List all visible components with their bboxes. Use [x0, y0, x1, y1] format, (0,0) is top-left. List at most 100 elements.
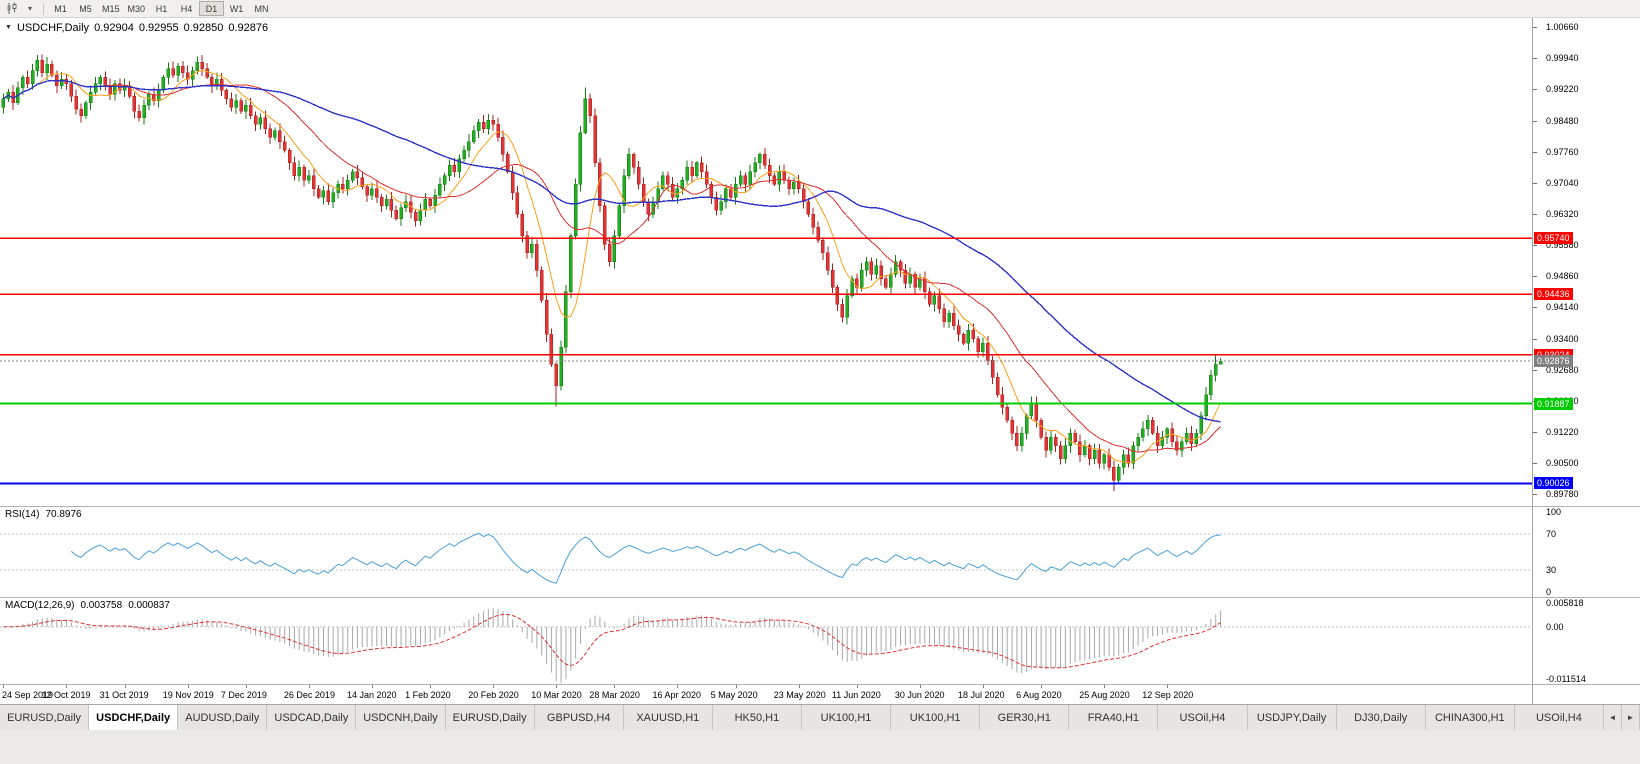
chart-symbol-period: USDCHF,Daily — [16, 22, 90, 34]
time-tick-mark — [493, 685, 495, 688]
time-axis[interactable]: 24 Sep 2019 12 Oct 2019 31 Oct 2019 19 Nov … — [0, 685, 1532, 704]
price-axis-label: 0.99220 — [1546, 84, 1579, 95]
macd-name: MACD(12,26,9) — [5, 600, 75, 611]
time-tick-mark — [677, 685, 679, 688]
time-tick-mark — [614, 685, 616, 688]
chart-dropdown-arrow-icon[interactable]: ▾ — [27, 4, 32, 13]
chart-tab-UK100-H1[interactable]: UK100,H1 — [801, 705, 892, 730]
panel-separator[interactable] — [0, 597, 1640, 598]
timeframe-button-MN[interactable]: MN — [254, 4, 269, 14]
macd-panel[interactable]: MACD(12,26,9) 0.003758 0.000837 — [0, 598, 1532, 684]
period-toolbar: ▾ M1 M5 M15 M30 H1 H4 D1 W1 MN — [0, 0, 1640, 18]
macd-axis-label: -0.011514 — [1546, 674, 1586, 684]
time-axis-label: 6 Aug 2020 — [1016, 690, 1062, 700]
price-axis-label: 0.98480 — [1546, 115, 1579, 126]
timeframe-button-H4[interactable]: H4 — [180, 4, 193, 14]
chart-region: ▼ USDCHF,Daily 0.92904 0.92955 0.92850 0… — [0, 18, 1640, 704]
chart-tab-USDCHF-Daily[interactable]: USDCHF,Daily — [89, 705, 179, 730]
status-footer — [0, 730, 1640, 764]
chart-tab-GER30-H1[interactable]: GER30,H1 — [980, 705, 1070, 730]
price-level-badge: 0.94436 — [1534, 288, 1573, 301]
macd-canvas[interactable] — [0, 598, 1532, 684]
time-axis-label: 12 Oct 2019 — [41, 690, 91, 700]
chart-tab-EURUSD-Daily[interactable]: EURUSD,Daily — [445, 705, 535, 730]
price-axis-label: 1.00660 — [1546, 22, 1579, 33]
chart-tab-AUDUSD-Daily[interactable]: AUDUSD,Daily — [178, 705, 268, 730]
price-level-badge: 0.90026 — [1534, 477, 1573, 490]
time-tick-mark — [124, 685, 126, 688]
timeframe-button-H1[interactable]: H1 — [155, 4, 168, 14]
chart-tab-USOil-H4[interactable]: USOil,H4 — [1158, 705, 1248, 730]
chart-tab-USDCNH-Daily[interactable]: USDCNH,Daily — [356, 705, 446, 730]
axis-tick-mark — [1533, 493, 1537, 495]
macd-main-value: 0.003758 — [80, 600, 123, 611]
time-tick-mark — [371, 685, 373, 688]
time-axis-label: 30 Jun 2020 — [894, 690, 945, 700]
timeframe-button-M1[interactable]: M1 — [54, 4, 67, 14]
chart-tab-GBPUSD-H4[interactable]: GBPUSD,H4 — [534, 705, 624, 730]
rsi-axis-label: 0 — [1546, 587, 1552, 597]
ohlc-close: 0.92876 — [228, 22, 269, 34]
chart-tab-DJ30-Daily[interactable]: DJ30,Daily — [1336, 705, 1426, 730]
timeframe-button-D1[interactable]: D1 — [199, 1, 225, 16]
candlestick-chart-glyph — [7, 2, 17, 14]
chart-tab-CHINA300-H1[interactable]: CHINA300,H1 — [1425, 705, 1515, 730]
chart-tab-HK50-H1[interactable]: HK50,H1 — [712, 705, 802, 730]
price-axis-label: 0.94860 — [1546, 271, 1579, 282]
ohlc-low: 0.92850 — [183, 22, 224, 34]
price-chart-canvas[interactable] — [0, 18, 1532, 506]
current-price-badge: 0.92876 — [1534, 355, 1573, 368]
timeframe-buttons: M1 M5 M15 M30 H1 H4 D1 W1 MN — [48, 1, 274, 16]
time-tick-mark — [1041, 685, 1043, 688]
chart-tab-FRA40-H1[interactable]: FRA40,H1 — [1069, 705, 1159, 730]
time-tick-mark — [187, 685, 189, 688]
tab-scroll-right-button[interactable]: ► — [1622, 705, 1640, 730]
time-tick-mark — [735, 685, 737, 688]
ohlc-high: 0.92955 — [138, 22, 179, 34]
chart-collapse-icon[interactable]: ▼ — [5, 24, 12, 31]
timeframe-button-M30[interactable]: M30 — [127, 4, 146, 14]
time-tick-mark — [982, 685, 984, 688]
axis-tick-mark — [1533, 120, 1537, 122]
price-scale-column[interactable]: 1.00660 0.99940 0.99220 0.98480 0.97760 0.970… — [1532, 18, 1640, 704]
time-axis-label: 16 Apr 2020 — [652, 690, 701, 700]
time-axis-label: 23 May 2020 — [773, 690, 826, 700]
price-panel[interactable]: ▼ USDCHF,Daily 0.92904 0.92955 0.92850 0… — [0, 18, 1532, 506]
panel-separator[interactable] — [0, 506, 1640, 507]
chart-tab-USDCAD-Daily[interactable]: USDCAD,Daily — [267, 705, 357, 730]
rsi-axis-label: 30 — [1546, 565, 1557, 575]
ma-fast-line — [3, 69, 1222, 464]
panel-separator[interactable] — [0, 684, 1640, 685]
time-tick-mark — [919, 685, 921, 688]
time-axis-label: 24 Sep 2019 — [2, 690, 54, 700]
macd-signal-line — [3, 613, 1221, 669]
time-tick-mark — [308, 685, 310, 688]
rsi-axis-label: 70 — [1546, 529, 1557, 539]
chart-tab-USOil-H4[interactable]: USOil,H4 — [1514, 705, 1604, 730]
axis-tick-mark — [1533, 245, 1537, 247]
chart-title-overlay: ▼ USDCHF,Daily 0.92904 0.92955 0.92850 0… — [5, 22, 268, 34]
rsi-canvas[interactable] — [0, 507, 1532, 597]
tab-scroll-left-button[interactable]: ◄ — [1604, 705, 1622, 730]
axis-tick-mark — [1533, 182, 1537, 184]
candlestick-chart-icon[interactable] — [3, 1, 21, 16]
timeframe-button-M15[interactable]: M15 — [102, 4, 120, 14]
axis-tick-mark — [1533, 369, 1537, 371]
price-axis-label: 0.92680 — [1546, 364, 1579, 375]
rsi-panel[interactable]: RSI(14) 70.8976 — [0, 507, 1532, 597]
chart-tab-XAUUSD-H1[interactable]: XAUUSD,H1 — [623, 705, 713, 730]
chart-tab-EURUSD-Daily[interactable]: EURUSD,Daily — [0, 705, 90, 730]
timeframe-button-M5[interactable]: M5 — [79, 4, 92, 14]
time-tick-mark — [430, 685, 432, 688]
rsi-name: RSI(14) — [5, 509, 40, 520]
time-axis-label: 1 Feb 2020 — [405, 690, 451, 700]
chart-tab-USDJPY-Daily[interactable]: USDJPY,Daily — [1247, 705, 1337, 730]
time-tick-mark — [556, 685, 558, 688]
chart-tab-UK100-H1[interactable]: UK100,H1 — [891, 705, 981, 730]
macd-label: MACD(12,26,9) 0.003758 0.000837 — [5, 600, 170, 611]
time-axis-label: 19 Nov 2019 — [162, 690, 214, 700]
toolbar-separator — [43, 2, 44, 15]
price-axis-label: 0.96320 — [1546, 208, 1579, 219]
time-axis-label: 11 Jun 2020 — [831, 690, 881, 700]
timeframe-button-W1[interactable]: W1 — [229, 4, 244, 14]
